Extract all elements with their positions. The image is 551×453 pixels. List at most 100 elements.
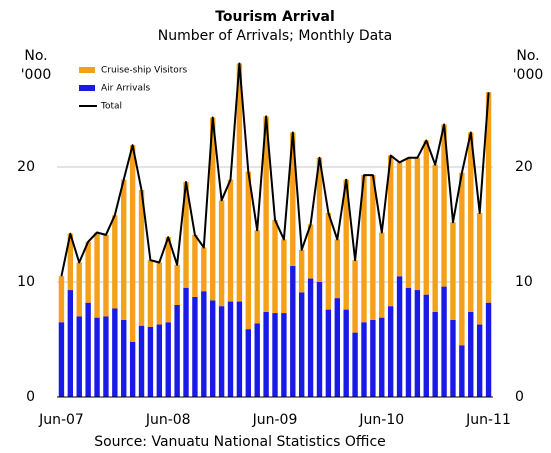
y-label: No. [24,48,47,64]
bar-segment [441,124,447,287]
legend-label: Air Arrivals [101,84,150,94]
bar-segment [370,319,376,397]
bar-segment [112,308,118,397]
bar-segment [485,302,492,397]
bar-segment [459,172,465,346]
bar-segment [183,287,189,397]
bar-segment [468,311,474,397]
bar-segment [352,332,358,397]
bar-segment [307,278,314,397]
bar-segment [121,319,127,397]
bar-segment [334,239,340,299]
x-tick-label: Jun-08 [145,412,191,428]
bar-segment [263,116,269,312]
bar-segment [272,219,278,314]
bar-segment [138,190,145,326]
bar-segment [103,316,109,397]
bar-segment [334,298,340,397]
bar-segment [129,341,136,397]
bar-segment [432,164,438,312]
bar-segment [316,282,323,397]
bar-segment [361,322,367,397]
bar-segment [325,309,332,397]
bar-segment [423,140,429,295]
y-tick-label: 10 [17,274,35,290]
bar-segment [343,309,349,397]
bar-segment [156,262,163,325]
x-tick-label: Jun-10 [358,412,404,428]
bar-segment [183,181,189,288]
bar-segment [307,224,314,279]
bar-segment [263,311,269,397]
bar-segment [290,265,296,397]
bar-segment [476,213,483,325]
bar-segment [476,324,483,397]
bar-segment [227,179,234,302]
bar-segment [379,232,385,318]
bar-segment [112,215,118,309]
bar-segment [485,92,492,303]
bar-segment [129,145,136,342]
bar-segment [245,329,252,397]
bar-segment [352,260,358,333]
bar-segment [281,313,287,397]
bar-segment [396,276,403,397]
bar-segment [192,234,198,297]
bar-segment [147,260,154,327]
y2-label: '000 [513,67,544,83]
x-tick-label: Jun-09 [252,412,298,428]
total-line [60,62,490,277]
bar-segment [325,213,332,310]
bar-segment [236,301,243,397]
chart-title: Tourism Arrival [215,9,335,25]
bar-segment [343,179,349,310]
bar-segment [156,324,163,397]
bar-segment [281,239,287,314]
bar-segment [459,345,465,397]
bar-segment [468,132,474,312]
source-note: Source: Vanuatu National Statistics Offi… [94,434,386,450]
bar-segment [76,262,82,317]
bar-segment [201,291,207,397]
bar-segment [405,157,412,288]
y2-tick-label: 0 [515,389,524,405]
bar-segment [174,305,180,397]
bar-segment [298,249,305,293]
bar-segment [450,319,456,397]
bar-segment [450,222,456,320]
bar-segment [218,306,225,397]
bar-segment [94,232,100,318]
bar-segment [85,241,91,303]
bar-segment [236,63,243,302]
bar-segment [138,325,145,397]
y-tick-label: 20 [17,159,35,175]
bar-segment [370,175,376,320]
bar-segment [121,179,127,320]
legend-swatch [79,67,95,73]
bar-segment [396,162,403,277]
y2-tick-label: 20 [515,159,533,175]
x-tick-label: Jun-07 [38,412,84,428]
y2-tick-label: 10 [515,274,533,290]
bar-segment [379,317,385,397]
bar-segment [423,294,429,397]
bar-segment [76,316,82,397]
bar-segment [201,247,207,292]
bar-segment [210,300,216,397]
bar-segment [245,171,252,330]
bar-segment [290,132,296,266]
legend-swatch [79,85,95,91]
bar-segment [414,157,421,291]
bar-segment [405,287,412,397]
y-label: '000 [21,67,52,83]
bar-segment [210,117,216,301]
bar-segment [432,311,438,397]
y2-label: No. [516,48,539,64]
bar-segment [165,322,171,397]
bar-segment [254,323,260,397]
bar-segment [272,313,278,397]
bar-segment [441,286,447,397]
bar-segment [254,230,260,324]
bar-segment [174,264,180,305]
